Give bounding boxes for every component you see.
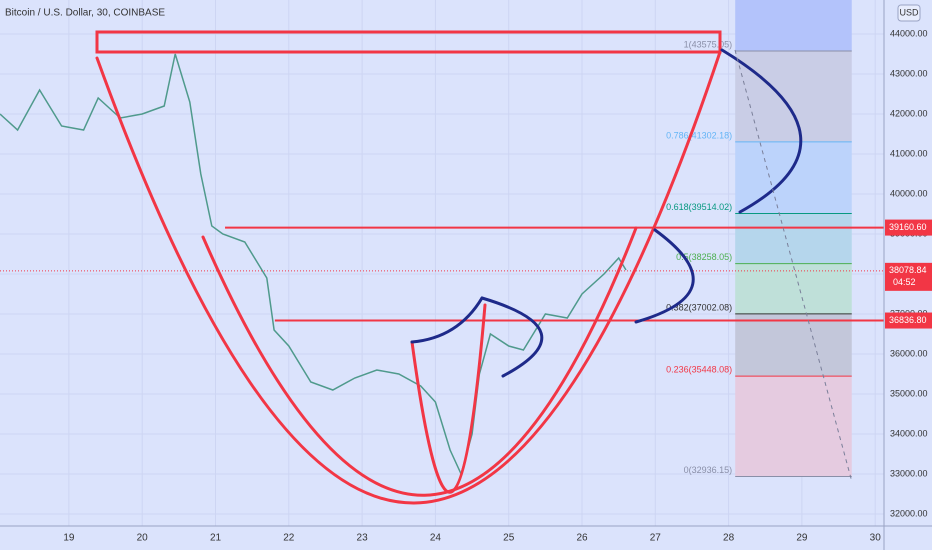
fib-label: 1(43575.05) (684, 39, 733, 49)
y-tick-label: 44000.00 (890, 28, 928, 38)
price-tag (885, 219, 932, 236)
price-line (0, 53, 627, 477)
fib-label: 0.5(38258.05) (676, 252, 732, 262)
currency-label: USD (899, 7, 919, 17)
x-tick-label: 30 (870, 533, 882, 544)
y-tick-label: 35000.00 (890, 388, 928, 398)
fib-band-top (735, 0, 852, 51)
fib-label: 0.382(37002.08) (666, 302, 732, 312)
fib-label: 0.236(35448.08) (666, 364, 732, 374)
last-price-label: 38078.84 (889, 265, 927, 275)
price-series (0, 53, 884, 477)
fib-label: 0.618(39514.02) (666, 202, 732, 212)
x-tick-label: 28 (723, 533, 735, 544)
x-tick-label: 25 (503, 533, 515, 544)
countdown-label: 04:52 (893, 277, 916, 287)
handle-curve (634, 228, 695, 324)
x-tick-label: 21 (210, 533, 222, 544)
fib-trend-line (734, 49, 853, 483)
fib-retracement: 1(43575.05) 0.786(41302.18) 0.618(39514.02… (666, 0, 852, 478)
currency-button[interactable] (897, 4, 921, 22)
fib-label: 0.786(41302.18) (666, 130, 732, 140)
fib-band (735, 263, 852, 314)
cup-curve (95, 50, 722, 505)
fib-band (735, 376, 852, 477)
y-tick-label: 33000.00 (890, 468, 928, 478)
handle-curve (480, 296, 544, 378)
v-curve (410, 303, 487, 494)
cup-curve-inner (201, 226, 638, 497)
price-tag-label: 36836.80 (889, 315, 927, 325)
fib-label: 0(32936.15) (684, 465, 733, 475)
fib-band (735, 141, 852, 214)
resistance-box (95, 30, 722, 54)
y-tick-label: 41000.00 (890, 148, 928, 158)
handle-curve (410, 296, 484, 344)
fib-band (735, 213, 852, 264)
fib-band (735, 50, 852, 142)
annotations (95, 30, 853, 505)
handle-curve (720, 48, 803, 214)
x-tick-label: 19 (63, 533, 75, 544)
fib-band (735, 313, 852, 377)
chart-title: Bitcoin / U.S. Dollar, 30, COINBASE (5, 8, 165, 19)
x-tick-label: 29 (796, 533, 808, 544)
y-tick-label: 43000.00 (890, 68, 928, 78)
price-tag-label: 39160.60 (889, 222, 927, 232)
y-tick-label: 40000.00 (890, 188, 928, 198)
x-tick-label: 23 (357, 533, 369, 544)
x-tick-label: 26 (576, 533, 588, 544)
x-tick-label: 22 (283, 533, 295, 544)
x-tick-label: 24 (430, 533, 442, 544)
last-price-tag (885, 262, 932, 291)
y-tick-label: 34000.00 (890, 428, 928, 438)
y-tick-label: 32000.00 (890, 508, 928, 518)
x-tick-label: 27 (650, 533, 662, 544)
x-tick-label: 20 (137, 533, 149, 544)
price-tag (885, 312, 932, 329)
y-tick-label: 36000.00 (890, 348, 928, 358)
y-tick-label: 42000.00 (890, 108, 928, 118)
